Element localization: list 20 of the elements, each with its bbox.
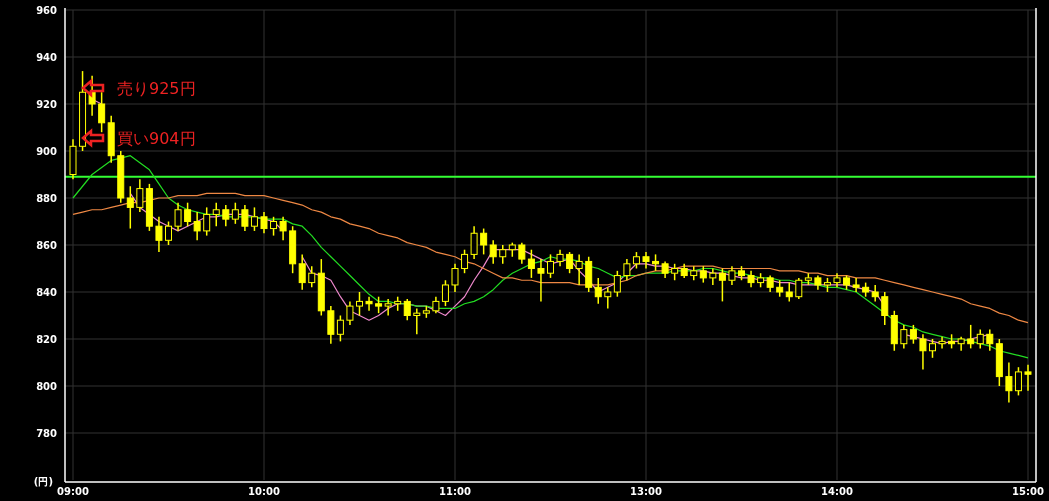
x-tick-label: 10:00 — [248, 486, 280, 497]
y-tick-label: 840 — [36, 287, 58, 298]
line-series — [72, 155, 1029, 359]
x-tick-label: 13:00 — [630, 486, 662, 497]
x-tick-label: 15:00 — [1012, 486, 1044, 497]
x-tick-label: 11:00 — [439, 486, 471, 497]
annotation: 売り925円 — [117, 79, 196, 98]
x-tick-label: 09:00 — [57, 486, 89, 497]
annotation: 買い904円 — [117, 129, 196, 148]
y-axis-title: (円) — [33, 476, 53, 487]
y-tick-label: 920 — [36, 99, 58, 110]
y-tick-label: 960 — [36, 5, 58, 16]
y-tick-label: 880 — [36, 193, 58, 204]
y-tick-label: 780 — [36, 428, 58, 439]
y-tick-label: 800 — [36, 381, 58, 392]
y-tick-label: 820 — [36, 334, 58, 345]
y-tick-label: 900 — [36, 146, 58, 157]
y-tick-label: 940 — [36, 52, 58, 63]
y-tick-label: 860 — [36, 240, 58, 251]
x-tick-label: 14:00 — [821, 486, 853, 497]
